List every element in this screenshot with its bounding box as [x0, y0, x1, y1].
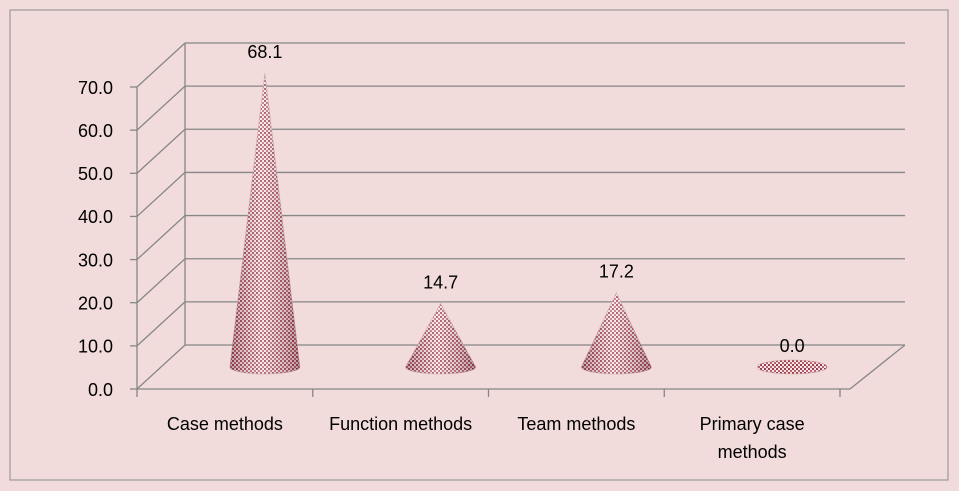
cone-shade: [229, 73, 300, 374]
chart-border: [9, 9, 949, 481]
cone-shade: [405, 303, 476, 374]
grid-line: [136, 85, 905, 131]
data-label: 14.7: [423, 272, 458, 292]
data-label: 0.0: [780, 336, 805, 356]
x-tick-label: Primary case methods: [699, 414, 805, 462]
data-label: 17.2: [599, 262, 634, 282]
x-tick-label: Case methods: [166, 414, 283, 434]
data-label: 68.1: [247, 42, 282, 62]
y-tick-label: 0.0: [88, 380, 113, 400]
y-tick-label: 40.0: [78, 207, 113, 227]
y-tick-label: 30.0: [78, 250, 113, 270]
floor-edge: [137, 344, 906, 390]
y-tick-label: 20.0: [78, 293, 113, 313]
cone: [581, 292, 652, 375]
x-tick-label: Team methods: [517, 414, 636, 434]
cone-base: [756, 359, 828, 375]
y-tick-label: 50.0: [78, 164, 113, 184]
cone: [405, 302, 476, 375]
y-tick-label: 10.0: [78, 337, 113, 357]
y-tick-label: 70.0: [78, 78, 113, 98]
cone-shade: [581, 292, 652, 374]
cone: [756, 359, 828, 375]
grid-line: [136, 128, 905, 174]
cone: [229, 73, 301, 375]
y-tick-label: 60.0: [78, 121, 113, 141]
x-tick-label: Function methods: [329, 414, 473, 434]
